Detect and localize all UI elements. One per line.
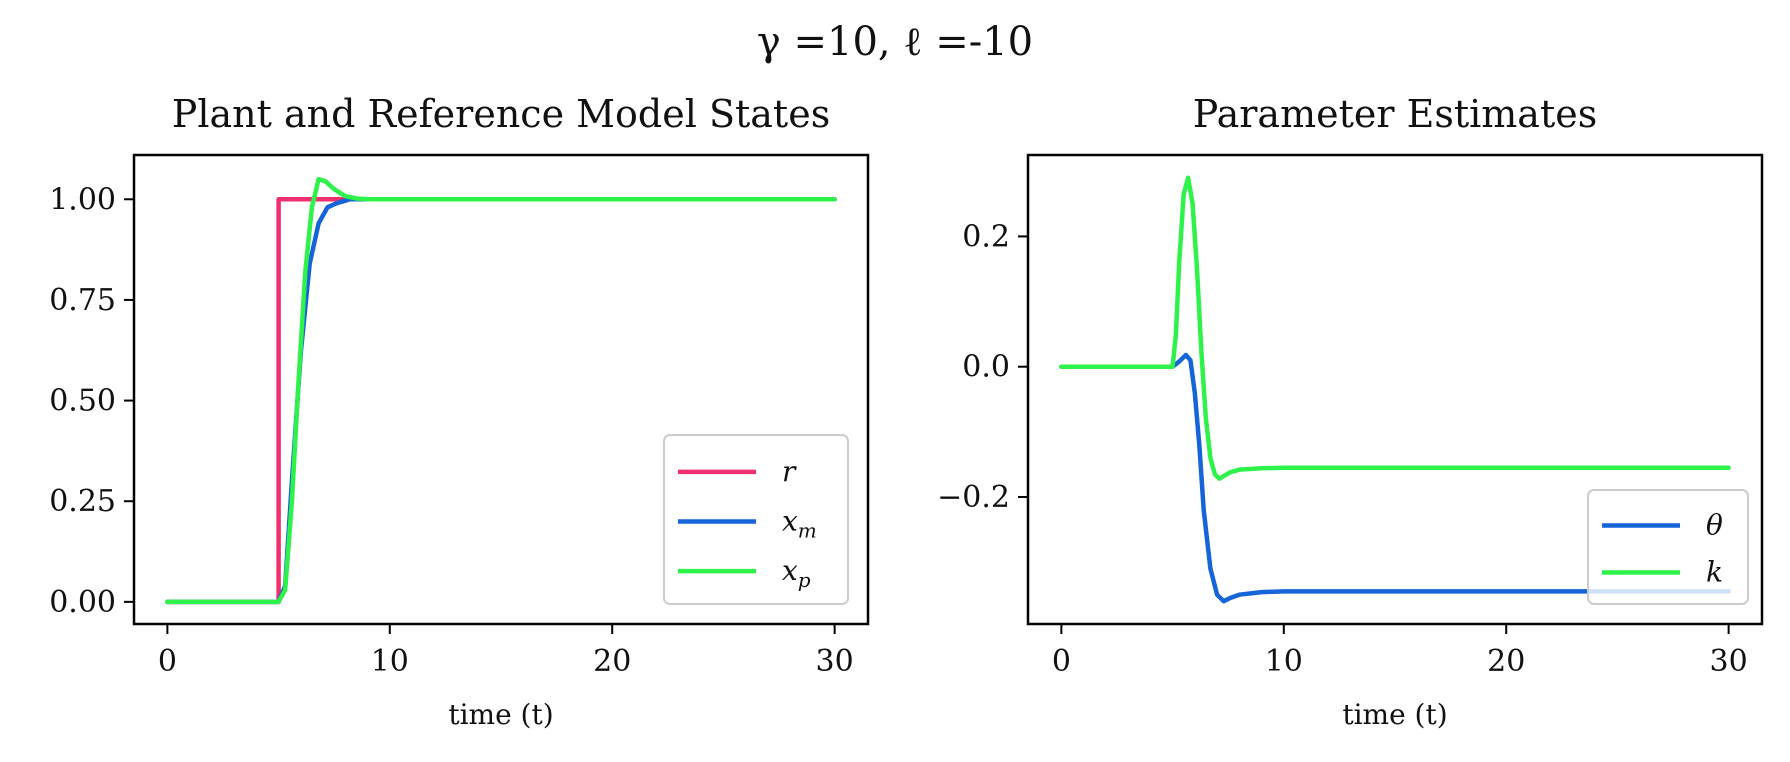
series-line-θ [1059,352,1731,604]
y-tick-label: −0.2 [937,480,1010,515]
x-tick-label: 30 [816,644,854,679]
panel-states: Plant and Reference Model States 0 10 20 30 0… [49,92,870,731]
series-group [165,176,837,605]
axes-frame [132,153,870,626]
y-tick-label: 0.00 [49,585,116,620]
series-line-x-p [165,176,837,605]
x-axis-label: time (t) [448,698,553,731]
x-tick-label: 20 [593,644,631,679]
y-tick-label: 1.00 [49,182,116,217]
x-tick-label: 0 [158,644,177,679]
legend: θk [1587,489,1749,605]
legend-label-θ: θ [1706,509,1723,542]
y-tick-label: 0.0 [962,350,1010,385]
panel-parameters: Parameter Estimates 0 10 20 30 −0.2 0.0 0.2 time… [937,92,1764,731]
legend-label-r: r [782,455,797,488]
series-line-k [1059,175,1731,481]
chart-title: Parameter Estimates [1193,92,1597,136]
y-tick-label: 0.50 [49,384,116,419]
series-group [1059,175,1731,604]
legend-box [1587,489,1749,605]
y-tick-label: 0.25 [49,484,116,519]
axes-frame [1026,153,1764,626]
legend-label-k: k [1706,556,1723,589]
chart-title: Plant and Reference Model States [172,92,830,136]
y-tick-label: 0.2 [962,219,1010,254]
x-axis-label: time (t) [1342,698,1447,731]
x-tick-label: 30 [1710,644,1748,679]
x-tick-label: 0 [1052,644,1071,679]
y-tick-label: 0.75 [49,283,116,318]
x-tick-label: 20 [1487,644,1525,679]
figure-suptitle: γ =10, ℓ =-10 [757,19,1033,65]
x-tick-label: 10 [1265,644,1303,679]
x-tick-label: 10 [371,644,409,679]
